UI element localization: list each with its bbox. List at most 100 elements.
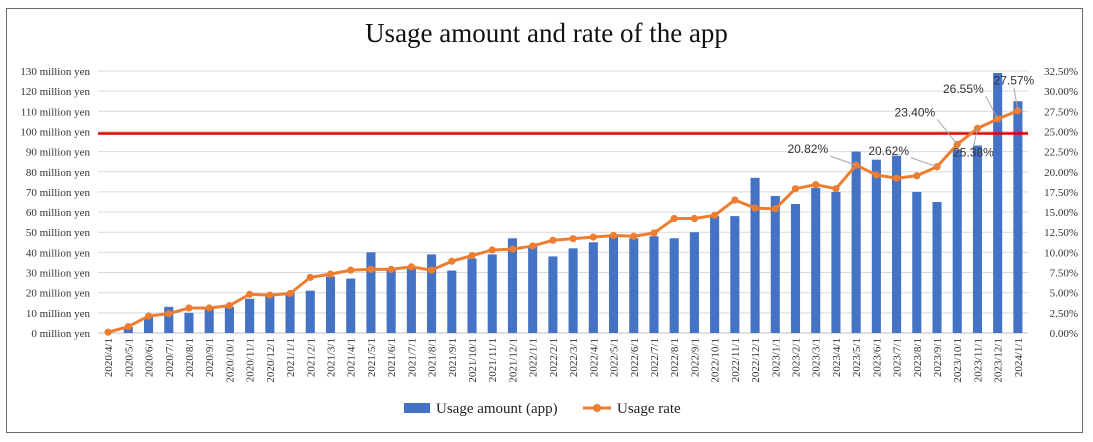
usage-rate-point <box>529 242 537 250</box>
bar <box>608 234 619 333</box>
bar <box>689 232 699 333</box>
usage-rate-point <box>751 204 759 212</box>
usage-rate-point <box>549 236 557 244</box>
x-tick-label: 2023/11/1 <box>972 338 984 382</box>
x-tick-label: 2020/10/1 <box>224 338 236 383</box>
bar <box>811 187 821 333</box>
bar <box>204 308 214 333</box>
x-tick-label: 2023/8/1 <box>912 338 924 377</box>
x-tick-label: 2022/3/1 <box>568 338 580 377</box>
x-tick-label: 2023/2/1 <box>791 338 803 377</box>
data-label-leader <box>985 95 999 120</box>
x-tick-label: 2023/12/1 <box>993 338 1005 383</box>
y-left-tick-label: 110 million yen <box>21 106 91 118</box>
bar <box>285 292 295 333</box>
x-tick-label: 2020/11/1 <box>245 338 257 382</box>
x-tick-label: 2023/3/1 <box>811 338 823 377</box>
usage-rate-point <box>124 322 132 331</box>
legend: Usage amount (app) Usage rate <box>404 401 681 417</box>
y-left-tick-label: 50 million yen <box>26 227 91 239</box>
bar <box>892 155 902 333</box>
x-tick-label: 2021/3/1 <box>326 338 338 377</box>
x-tick-label: 2021/8/1 <box>427 338 439 377</box>
usage-rate-point <box>326 270 335 278</box>
x-tick-label: 2022/4/1 <box>588 338 600 377</box>
usage-rate-point <box>1014 107 1022 115</box>
usage-rate-point <box>448 257 456 265</box>
data-label: 23.40% <box>895 105 936 119</box>
usage-rate-point <box>872 171 880 179</box>
bar <box>629 238 639 333</box>
bar <box>649 236 659 333</box>
x-tick-label: 2021/11/1 <box>487 338 499 382</box>
usage-rate-point <box>468 252 476 260</box>
data-label-leader <box>936 119 958 145</box>
data-label-leader <box>972 128 978 147</box>
bar <box>750 177 760 333</box>
usage-rate-point <box>488 246 496 254</box>
x-tick-label: 2021/12/1 <box>507 338 519 383</box>
usage-rate-point <box>144 312 153 320</box>
y-left-tick-label: 0 million yen <box>31 328 90 340</box>
usage-rate-point <box>225 301 234 310</box>
usage-rate-point <box>852 161 860 169</box>
usage-rate-point <box>711 211 719 219</box>
y-left-tick-label: 120 million yen <box>20 86 90 98</box>
usage-rate-point <box>690 214 699 223</box>
x-axis-ticks: 2020/4/1 2020/5/1 2020/6/1 2020/7/1 2020/8/1… <box>103 338 1025 383</box>
bar <box>143 316 154 333</box>
bar <box>871 159 881 333</box>
bar <box>447 270 457 333</box>
line-series-usage-rate <box>104 107 1022 336</box>
bar <box>548 256 558 333</box>
y-left-tick-label: 70 million yen <box>26 187 91 199</box>
x-tick-label: 2021/1/1 <box>285 338 297 377</box>
bar <box>568 248 578 333</box>
usage-rate-point <box>892 174 901 182</box>
bar <box>932 202 942 333</box>
bar-series-usage-amount <box>123 73 1023 333</box>
y-right-tick-label: 17.50% <box>1044 187 1078 199</box>
bar <box>972 145 983 333</box>
x-tick-label: 2020/6/1 <box>144 338 156 377</box>
gridlines <box>98 70 1028 334</box>
x-tick-label: 2021/5/1 <box>366 338 378 377</box>
usage-rate-line <box>107 109 1019 334</box>
bar <box>993 73 1003 333</box>
y-right-tick-label: 27.50% <box>1044 106 1078 118</box>
chart-title: Usage amount and rate of the app <box>365 18 728 48</box>
data-label: 26.55% <box>943 82 984 96</box>
data-label: 20.82% <box>787 142 828 156</box>
y-left-tick-label: 10 million yen <box>26 308 91 320</box>
usage-rate-point <box>306 273 314 281</box>
x-tick-label: 2022/6/1 <box>629 338 641 377</box>
y-left-tick-label: 20 million yen <box>26 288 91 300</box>
x-tick-label: 2022/1/1 <box>528 338 540 377</box>
usage-rate-point <box>347 266 355 274</box>
x-tick-label: 2020/9/1 <box>204 338 216 377</box>
data-label-leader <box>829 155 857 166</box>
legend-bar-swatch <box>404 403 430 413</box>
x-tick-label: 2021/10/1 <box>467 338 479 383</box>
x-tick-label: 2020/4/1 <box>103 338 115 377</box>
x-tick-label: 2020/8/1 <box>184 338 196 377</box>
data-label: 25.38% <box>953 145 994 159</box>
legend-line-marker <box>593 404 601 412</box>
usage-rate-point <box>387 265 395 273</box>
data-label: 20.62% <box>868 144 909 158</box>
bar <box>588 242 598 333</box>
y-right-tick-label: 12.50% <box>1044 227 1078 239</box>
bar <box>245 298 255 333</box>
usage-rate-point <box>994 115 1002 123</box>
x-tick-label: 2022/7/1 <box>649 338 661 377</box>
x-tick-label: 2023/4/1 <box>831 338 843 377</box>
x-tick-label: 2020/12/1 <box>265 338 277 383</box>
usage-rate-point <box>407 263 415 271</box>
usage-rate-point <box>731 196 739 204</box>
y-left-tick-label: 40 million yen <box>26 247 91 259</box>
x-tick-label: 2023/10/1 <box>952 338 964 383</box>
usage-rate-point <box>508 245 517 253</box>
data-label: 27.57% <box>994 74 1035 88</box>
x-tick-label: 2022/8/1 <box>669 338 681 377</box>
